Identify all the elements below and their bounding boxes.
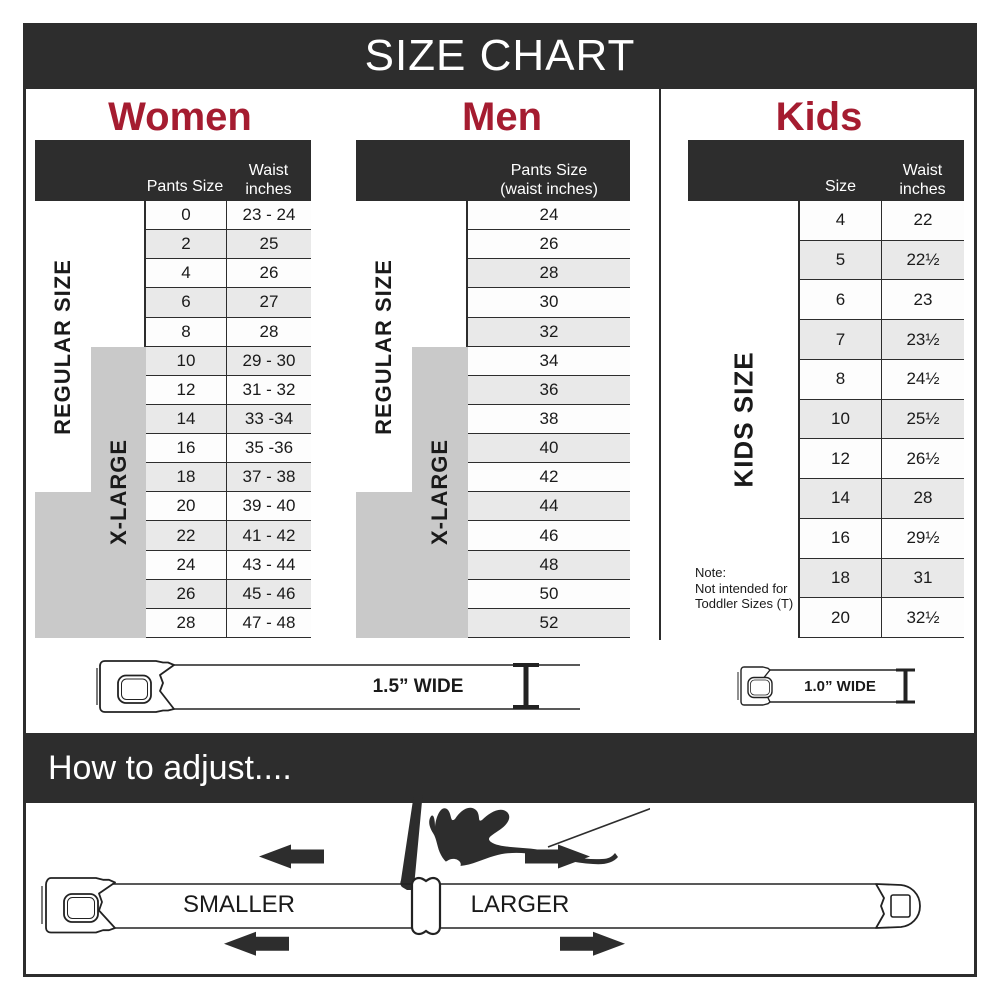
svg-text:1.5” WIDE: 1.5” WIDE xyxy=(373,676,464,697)
svg-text:LARGER: LARGER xyxy=(471,891,570,918)
svg-text:SMALLER: SMALLER xyxy=(183,891,295,918)
svg-text:1.0” WIDE: 1.0” WIDE xyxy=(804,678,876,695)
